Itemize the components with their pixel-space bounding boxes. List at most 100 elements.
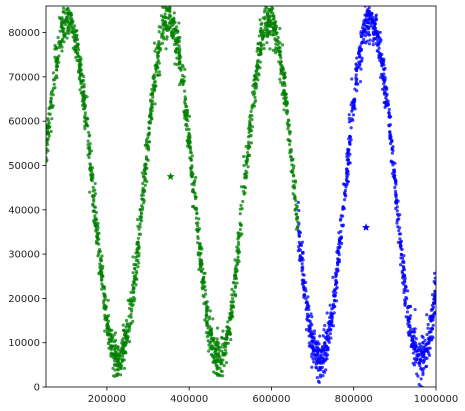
series-1-point [138,208,142,212]
x-tick-label: 200000 [88,394,126,405]
series-1-point [293,208,297,212]
series-1-point [263,34,267,38]
series-2-point [426,326,430,330]
series-1-point [116,368,120,372]
series-1-point [168,25,172,29]
series-2-point [339,214,343,218]
series-2-point [409,327,413,331]
series-2-point [411,361,415,365]
series-1-point [162,35,166,39]
series-1-point [262,47,266,51]
series-1-point [109,351,114,355]
series-1-point [145,166,149,170]
series-1-point [121,351,125,356]
series-2-point [346,172,350,176]
series-1-point [183,95,187,99]
series-1-point [245,157,249,162]
series-1-point [245,155,249,159]
series-2-point [418,342,422,346]
series-1-point [72,32,76,36]
series-1-point [121,328,126,332]
series-1-point [150,91,154,95]
series-1-point [186,119,190,123]
series-2-point [398,213,402,217]
series-1-point [268,47,272,51]
series-1-point [230,314,234,318]
series-1-point [133,263,138,267]
series-1-point [185,138,189,143]
series-2-point [366,21,370,25]
series-1-point [204,302,208,307]
series-1-point [168,9,172,14]
series-1-point [254,86,258,90]
series-1-point [189,158,193,162]
series-1-point [215,366,219,370]
series-2-point [393,180,398,185]
series-2-point [306,314,311,318]
series-2-point [432,271,436,275]
series-2-point [382,63,386,67]
series-1-point [81,93,85,98]
series-1-point [278,46,282,50]
series-1-point [127,306,132,311]
series-2-point [310,352,314,356]
series-2-point [398,263,403,267]
series-1-point [122,366,127,370]
series-1-point [156,58,160,63]
series-1-point [154,70,158,74]
series-1-point [87,130,91,135]
series-2-point [310,344,315,348]
series-2-point [347,120,351,124]
series-1-point [88,165,93,170]
x-tick-label: 600000 [252,394,290,405]
series-1-point [248,153,252,158]
series-2-point [387,124,391,128]
series-1-point [83,93,87,98]
series-2-point [410,339,415,343]
series-2-point [309,334,313,338]
series-2-point [391,144,395,149]
series-2-point [331,324,336,328]
series-2-point [301,267,305,271]
series-2-point [365,39,369,43]
series-2-point [392,175,396,179]
series-1-point [123,336,128,340]
series-1-point [69,13,73,17]
series-1-point [263,25,267,29]
series-2-point [311,347,315,351]
series-2-point [306,305,310,309]
series-1-point [256,41,261,45]
series-2-point [325,311,329,315]
series-1-point [85,116,89,120]
series-2-point [336,267,340,271]
series-1-point [197,217,201,221]
series-2-point [304,327,309,332]
series-1-point [75,29,79,33]
series-1-point [113,355,118,359]
series-2-point [340,223,344,227]
series-1-point [221,329,225,333]
series-2-point [331,275,335,279]
series-2-point [298,231,303,235]
series-1-point [203,271,207,275]
series-2-point [329,314,333,318]
series-1-point [141,193,145,197]
series-2-point [324,368,328,372]
series-1-point [178,59,182,64]
series-2-point [337,253,341,257]
series-1-point [204,314,208,318]
series-1-point [124,325,128,329]
series-1-point [239,223,243,227]
series-1-point [136,236,141,240]
series-1-point [159,14,163,18]
series-2-point [419,358,423,362]
series-1-point [46,116,50,121]
series-1-point [149,100,153,104]
series-2-point [339,235,344,239]
series-1-point [216,344,220,348]
series-1-point [136,224,140,228]
series-1-point [94,227,98,231]
series-1-point [88,142,92,146]
series-2-point [378,37,382,41]
series-2-point [367,18,371,22]
